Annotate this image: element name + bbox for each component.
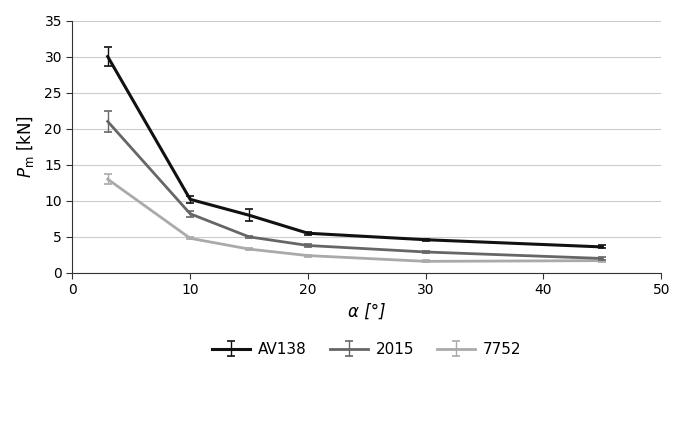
Y-axis label: $P_{\mathrm{m}}$ [kN]: $P_{\mathrm{m}}$ [kN] xyxy=(15,115,36,178)
X-axis label: α [°]: α [°] xyxy=(348,303,386,321)
Legend: AV138, 2015, 7752: AV138, 2015, 7752 xyxy=(206,336,527,363)
